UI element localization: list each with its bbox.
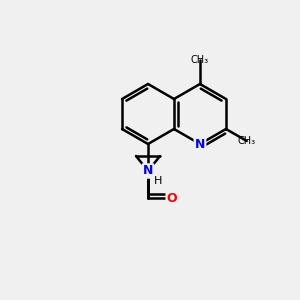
Text: O: O [167, 191, 177, 205]
Text: N: N [195, 137, 205, 151]
Text: H: H [154, 176, 162, 185]
Text: N: N [143, 164, 153, 178]
Text: CH₃: CH₃ [191, 55, 209, 65]
Text: CH₃: CH₃ [238, 136, 256, 146]
